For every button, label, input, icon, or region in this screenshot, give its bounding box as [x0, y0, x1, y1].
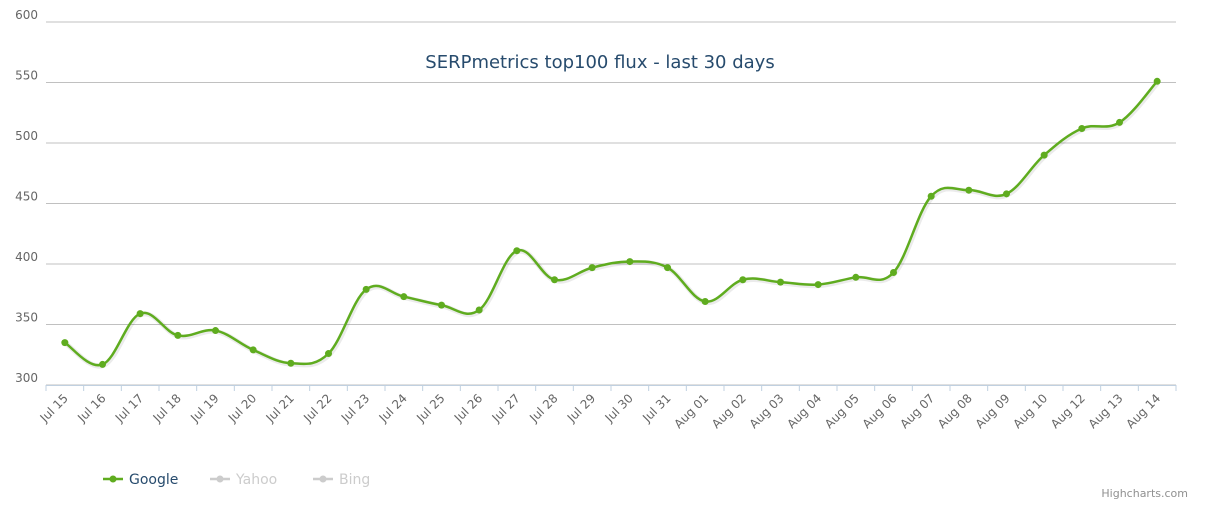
marker	[287, 359, 295, 367]
marker	[325, 350, 332, 358]
credits: Highcharts.com	[1101, 487, 1188, 500]
legend-label: Google	[129, 472, 178, 488]
marker	[61, 339, 69, 347]
marker	[701, 298, 709, 306]
marker	[927, 192, 935, 200]
marker	[739, 276, 747, 284]
marker	[852, 273, 860, 281]
marker	[1078, 124, 1086, 132]
marker	[438, 301, 445, 309]
marker	[475, 306, 483, 314]
legend-label: Yahoo	[235, 472, 277, 488]
y-tick-label: 450	[15, 190, 38, 204]
marker	[626, 258, 634, 266]
y-tick-label: 550	[15, 69, 38, 83]
y-tick-label: 300	[15, 371, 38, 385]
marker	[400, 293, 408, 301]
marker	[174, 331, 182, 339]
marker	[1003, 190, 1010, 198]
marker	[965, 186, 973, 194]
marker	[1116, 118, 1123, 126]
marker	[212, 327, 219, 335]
y-tick-label: 350	[15, 311, 38, 325]
marker	[890, 268, 897, 276]
marker	[1153, 77, 1161, 85]
legend-marker	[319, 475, 327, 483]
y-tick-label: 600	[15, 8, 38, 22]
legend-marker	[109, 475, 117, 483]
marker	[249, 346, 257, 354]
chart-title: SERPmetrics top100 flux - last 30 days	[425, 52, 774, 73]
legend-label: Bing	[339, 472, 370, 488]
marker	[664, 264, 671, 272]
marker	[99, 360, 106, 368]
marker	[1040, 151, 1048, 159]
legend-marker	[216, 475, 224, 483]
y-tick-label: 400	[15, 250, 38, 264]
marker	[513, 247, 521, 255]
marker	[814, 281, 822, 289]
y-tick-label: 500	[15, 129, 38, 143]
marker	[136, 310, 144, 318]
marker	[362, 285, 370, 293]
marker	[777, 278, 784, 286]
marker	[588, 264, 596, 272]
marker	[551, 276, 558, 284]
